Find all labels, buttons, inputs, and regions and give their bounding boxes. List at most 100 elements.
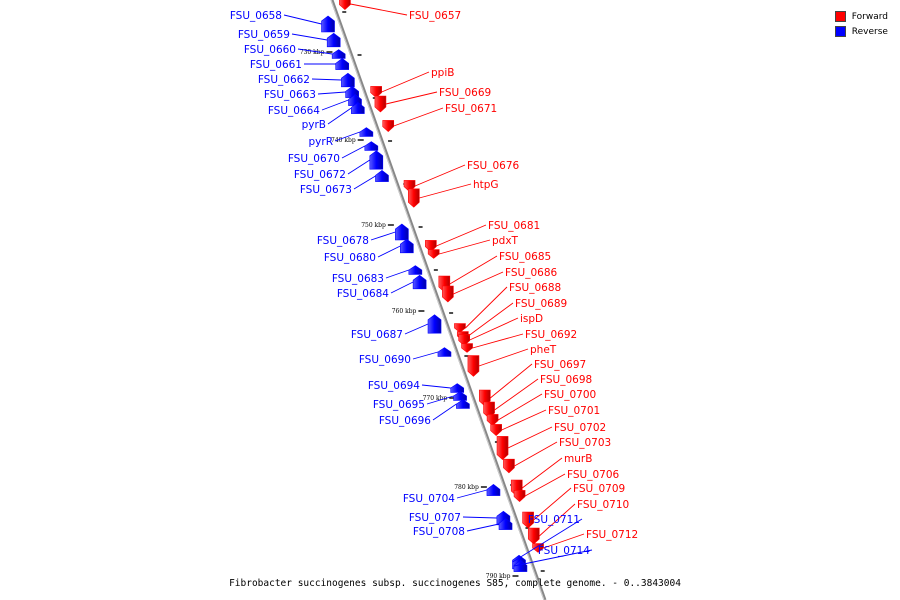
gene-feature-fsu-0659[interactable] xyxy=(326,32,341,48)
gene-label-fsu-0688[interactable]: FSU_0688 xyxy=(509,282,561,294)
gene-label-fsu-0661[interactable]: FSU_0661 xyxy=(250,59,302,71)
gene-label-phet[interactable]: pheT xyxy=(530,344,557,356)
gene-label-fsu-0694[interactable]: FSU_0694 xyxy=(368,380,420,392)
gene-label-fsu-0686[interactable]: FSU_0686 xyxy=(505,267,557,279)
gene-label-fsu-0683[interactable]: FSU_0683 xyxy=(332,273,384,285)
gene-label-fsu-0689[interactable]: FSU_0689 xyxy=(515,298,567,310)
gene-label-fsu-0658[interactable]: FSU_0658 xyxy=(230,10,282,22)
gene-feature-fsu-0683[interactable] xyxy=(408,265,423,275)
gene-leader-line xyxy=(524,473,566,497)
gene-label-fsu-0703[interactable]: FSU_0703 xyxy=(559,437,611,449)
gene-feature-htpg[interactable] xyxy=(407,188,420,208)
gene-label-fsu-0669[interactable]: FSU_0669 xyxy=(439,87,491,99)
gene-label-fsu-0670[interactable]: FSU_0670 xyxy=(288,153,340,165)
gene-feature-fsu-0657[interactable] xyxy=(339,0,351,11)
gene-label-fsu-0709[interactable]: FSU_0709 xyxy=(573,483,625,495)
gene-feature-fsu-0673[interactable] xyxy=(375,170,389,182)
gene-label-fsu-0687[interactable]: FSU_0687 xyxy=(351,329,403,341)
gene-label-fsu-0690[interactable]: FSU_0690 xyxy=(359,354,411,366)
gene-label-fsu-0681[interactable]: FSU_0681 xyxy=(488,220,540,232)
gene-feature-fsu-0702[interactable] xyxy=(496,436,509,461)
gene-feature-fsu-0703[interactable] xyxy=(503,458,515,474)
gene-feature-ispd[interactable] xyxy=(458,334,471,347)
gene-feature-fsu-0660[interactable] xyxy=(331,49,346,59)
gene-feature-fsu-0672[interactable] xyxy=(369,150,384,170)
gene-label-fsu-0697[interactable]: FSU_0697 xyxy=(534,359,586,371)
gene-feature-fsu-0684[interactable] xyxy=(412,274,427,290)
gene-feature-fsu-0690[interactable] xyxy=(437,347,452,357)
gene-leader-line xyxy=(370,231,396,241)
gene-label-fsu-0684[interactable]: FSU_0684 xyxy=(337,288,389,300)
gene-label-fsu-0662[interactable]: FSU_0662 xyxy=(258,74,310,86)
gene-feature-phet[interactable] xyxy=(467,355,480,377)
gene-feature-fsu-0671[interactable] xyxy=(382,120,395,133)
gene-feature-fsu-0670[interactable] xyxy=(364,141,379,151)
gene-label-fsu-0680[interactable]: FSU_0680 xyxy=(324,252,376,264)
gene-label-fsu-0701[interactable]: FSU_0701 xyxy=(548,405,600,417)
gene-label-fsu-0712[interactable]: FSU_0712 xyxy=(586,529,638,541)
gene-label-murb[interactable]: murB xyxy=(564,453,592,465)
gene-feature-fsu-0680[interactable] xyxy=(400,238,414,254)
gene-feature-pyrr[interactable] xyxy=(359,127,374,137)
gene-feature-fsu-0710[interactable] xyxy=(527,527,540,545)
gene-label-fsu-0673[interactable]: FSU_0673 xyxy=(300,184,352,196)
gene-feature-fsu-0696[interactable] xyxy=(456,399,470,409)
gene-feature-fsu-0692[interactable] xyxy=(461,343,473,353)
gene-label-pyrb[interactable]: pyrB xyxy=(302,119,326,131)
gene-label-ppib[interactable]: ppiB xyxy=(431,67,454,79)
gene-feature-fsu-0700[interactable] xyxy=(486,414,499,427)
gene-label-fsu-0660[interactable]: FSU_0660 xyxy=(244,44,296,56)
gene-feature-fsu-0686[interactable] xyxy=(442,285,454,303)
gene-feature-fsu-0694[interactable] xyxy=(450,383,465,393)
gene-feature-fsu-0688[interactable] xyxy=(454,323,466,333)
gene-label-fsu-0708[interactable]: FSU_0708 xyxy=(413,526,465,538)
gene-label-fsu-0704[interactable]: FSU_0704 xyxy=(403,493,455,505)
gene-label-fsu-0714[interactable]: FSU_0714 xyxy=(538,545,590,557)
gene-label-pdxt[interactable]: pdxT xyxy=(492,235,519,247)
gene-feature-fsu-0687[interactable] xyxy=(427,314,442,334)
gene-feature-fsu-0669[interactable] xyxy=(374,95,387,113)
gene-leader-line xyxy=(512,518,583,563)
gene-feature-fsu-0714[interactable] xyxy=(513,560,528,572)
gene-feature-fsu-0709[interactable] xyxy=(522,511,534,529)
gene-label-htpg[interactable]: htpG xyxy=(473,179,499,191)
gene-leader-line xyxy=(514,441,558,467)
gene-feature-fsu-0706[interactable] xyxy=(513,490,526,503)
gene-feature-fsu-0708[interactable] xyxy=(498,518,513,530)
gene-leader-line xyxy=(412,351,439,360)
genome-backbone xyxy=(330,0,547,600)
gene-label-fsu-0664[interactable]: FSU_0664 xyxy=(268,105,320,117)
gene-label-fsu-0707[interactable]: FSU_0707 xyxy=(409,512,461,524)
gene-label-pyrr[interactable]: pyrR xyxy=(309,136,334,148)
gene-label-fsu-0700[interactable]: FSU_0700 xyxy=(544,389,596,401)
gene-label-fsu-0678[interactable]: FSU_0678 xyxy=(317,235,369,247)
gene-feature-fsu-0662[interactable] xyxy=(341,72,355,88)
gene-label-fsu-0696[interactable]: FSU_0696 xyxy=(379,415,431,427)
gene-label-fsu-0659[interactable]: FSU_0659 xyxy=(238,29,290,41)
gene-label-fsu-0710[interactable]: FSU_0710 xyxy=(577,499,629,511)
gene-feature-fsu-0701[interactable] xyxy=(490,424,502,437)
forward-swatch xyxy=(834,11,846,22)
gene-label-fsu-0702[interactable]: FSU_0702 xyxy=(554,422,606,434)
gene-label-fsu-0698[interactable]: FSU_0698 xyxy=(540,374,592,386)
gene-label-fsu-0692[interactable]: FSU_0692 xyxy=(525,329,577,341)
gene-label-fsu-0657[interactable]: FSU_0657 xyxy=(409,10,461,22)
gene-feature-pyrb[interactable] xyxy=(351,102,365,114)
gene-label-fsu-0672[interactable]: FSU_0672 xyxy=(294,169,346,181)
gene-feature-fsu-0661[interactable] xyxy=(335,58,350,70)
gene-label-fsu-0671[interactable]: FSU_0671 xyxy=(445,103,497,115)
gene-feature-fsu-0678[interactable] xyxy=(395,223,409,241)
gene-label-fsu-0663[interactable]: FSU_0663 xyxy=(264,89,316,101)
gene-label-fsu-0706[interactable]: FSU_0706 xyxy=(567,469,619,481)
gene-feature-pdxt[interactable] xyxy=(427,249,440,259)
gene-feature-fsu-0681[interactable] xyxy=(425,240,437,253)
gene-feature-fsu-0704[interactable] xyxy=(486,484,501,496)
gene-feature-fsu-0695[interactable] xyxy=(453,391,467,401)
gene-label-ispd[interactable]: ispD xyxy=(520,313,543,325)
gene-label-fsu-0711[interactable]: FSU_0711 xyxy=(528,514,580,526)
gene-label-fsu-0685[interactable]: FSU_0685 xyxy=(499,251,551,263)
gene-feature-ppib[interactable] xyxy=(370,86,382,99)
gene-feature-fsu-0658[interactable] xyxy=(321,15,335,33)
gene-label-fsu-0676[interactable]: FSU_0676 xyxy=(467,160,519,172)
gene-label-fsu-0695[interactable]: FSU_0695 xyxy=(373,399,425,411)
